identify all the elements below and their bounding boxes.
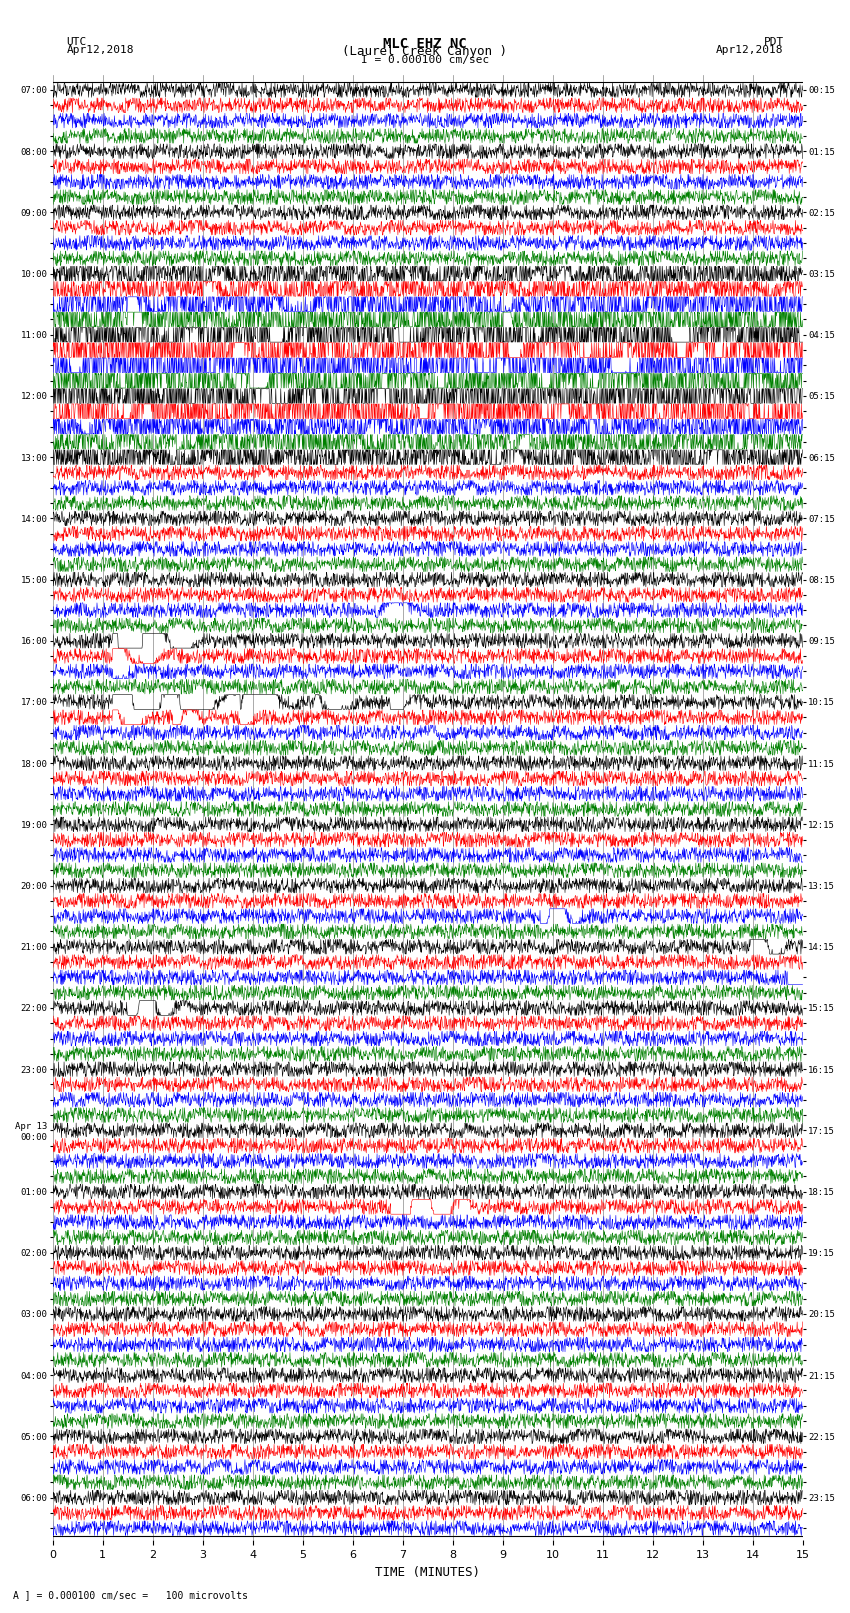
Text: Apr12,2018: Apr12,2018 [66,45,133,55]
Text: PDT: PDT [763,37,784,47]
Text: MLC EHZ NC: MLC EHZ NC [383,37,467,52]
Text: UTC: UTC [66,37,87,47]
Text: Apr12,2018: Apr12,2018 [717,45,784,55]
X-axis label: TIME (MINUTES): TIME (MINUTES) [375,1566,480,1579]
Text: I = 0.000100 cm/sec: I = 0.000100 cm/sec [361,55,489,65]
Text: A ] = 0.000100 cm/sec =   100 microvolts: A ] = 0.000100 cm/sec = 100 microvolts [13,1590,247,1600]
Text: (Laurel Creek Canyon ): (Laurel Creek Canyon ) [343,45,507,58]
